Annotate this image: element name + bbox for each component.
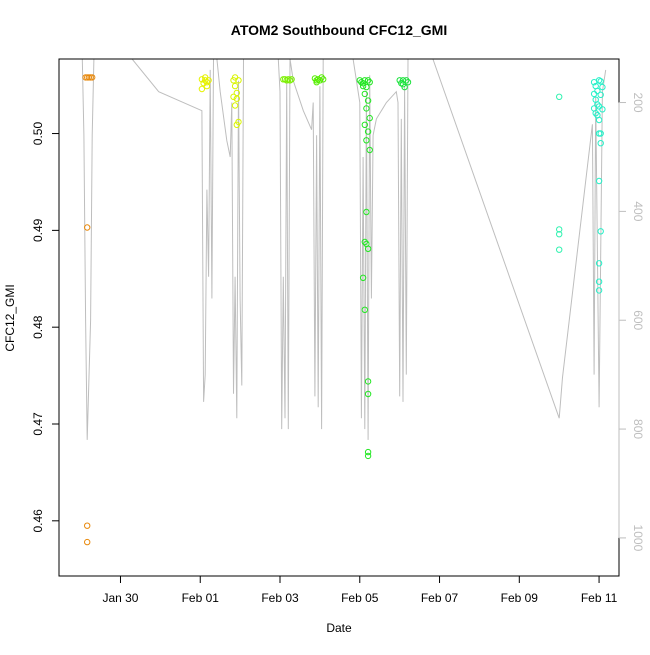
data-point-79 xyxy=(590,90,598,98)
data-point-19 xyxy=(230,93,237,101)
data-point-50 xyxy=(366,114,373,122)
data-point-89 xyxy=(599,106,606,113)
data-point-81 xyxy=(594,101,601,108)
data-point-94 xyxy=(597,140,604,147)
x-axis: Jan 30 Feb 01 Feb 03 Feb 05 Feb 07 Feb 09 Feb … xyxy=(102,575,618,605)
pressure-line-0 xyxy=(81,58,607,440)
data-point-8 xyxy=(198,76,206,83)
x-tick-label: Jan 30 xyxy=(102,591,138,605)
plot-frame xyxy=(58,58,620,577)
y2-tick-label: 200 xyxy=(631,93,645,113)
data-point-55 xyxy=(363,208,370,216)
data-point-96 xyxy=(597,228,604,235)
chart-title: ATOM2 Southbound CFC12_GMI xyxy=(231,22,447,38)
data-point-43 xyxy=(363,83,370,91)
y2-tick-label: 400 xyxy=(631,201,645,221)
secondary-y-axis: 200 400 600 800 1000 xyxy=(618,93,645,552)
x-tick-label: Feb 03 xyxy=(261,591,299,605)
data-point-25 xyxy=(231,74,239,81)
data-point-53 xyxy=(363,137,370,144)
data-point-64 xyxy=(364,452,372,460)
data-point-59 xyxy=(359,274,367,281)
x-tick-label: Feb 11 xyxy=(581,591,618,605)
data-point-21 xyxy=(233,95,241,102)
y-tick-label: 0.47 xyxy=(31,412,45,436)
data-point-86 xyxy=(599,83,606,91)
x-tick-label: Feb 05 xyxy=(341,591,379,605)
data-point-69 xyxy=(403,77,410,84)
data-point-46 xyxy=(359,80,367,87)
data-point-74 xyxy=(556,231,563,238)
data-point-72 xyxy=(556,93,563,101)
data-point-38 xyxy=(313,77,320,84)
data-point-97 xyxy=(595,260,603,267)
data-point-15 xyxy=(203,79,211,86)
y-axis-label: CFC12_GMI xyxy=(3,284,17,351)
data-point-20 xyxy=(231,102,239,109)
data-point-95 xyxy=(595,177,603,185)
y-tick-label: 0.50 xyxy=(31,122,45,146)
data-point-37 xyxy=(320,76,327,83)
data-point-10 xyxy=(202,77,209,84)
data-point-91 xyxy=(595,116,603,124)
data-point-17 xyxy=(231,82,239,90)
data-point-47 xyxy=(361,90,368,98)
y-tick-label: 0.49 xyxy=(31,218,45,242)
data-point-6 xyxy=(84,522,91,529)
data-point-4 xyxy=(89,74,96,81)
y-axis: 0.46 0.47 0.48 0.49 0.50 xyxy=(31,122,60,533)
y2-tick-label: 800 xyxy=(631,419,645,439)
data-point-60 xyxy=(361,306,368,313)
data-point-31 xyxy=(288,76,295,83)
data-point-56 xyxy=(361,238,368,246)
data-point-7 xyxy=(84,538,91,546)
data-point-23 xyxy=(233,121,241,129)
data-point-44 xyxy=(364,77,372,84)
data-point-45 xyxy=(366,79,373,86)
data-point-5 xyxy=(84,224,91,231)
data-point-87 xyxy=(597,91,604,99)
data-point-51 xyxy=(361,121,368,129)
data-point-62 xyxy=(364,390,372,398)
data-point-71 xyxy=(399,81,407,88)
x-tick-label: Feb 07 xyxy=(421,591,459,605)
data-point-48 xyxy=(364,97,372,104)
line-layer xyxy=(81,58,607,440)
x-axis-label: Date xyxy=(326,621,352,635)
y-tick-label: 0.46 xyxy=(31,509,45,533)
x-tick-label: Feb 09 xyxy=(501,591,539,605)
data-point-63 xyxy=(364,448,372,456)
data-point-75 xyxy=(556,246,563,253)
data-point-54 xyxy=(366,146,373,154)
data-point-61 xyxy=(364,378,372,385)
x-tick-label: Feb 01 xyxy=(182,591,220,605)
data-point-13 xyxy=(198,85,206,93)
data-point-11 xyxy=(203,82,211,90)
point-layer xyxy=(82,74,606,546)
data-point-98 xyxy=(595,278,603,285)
data-point-99 xyxy=(595,287,603,294)
data-point-36 xyxy=(318,74,325,81)
data-point-49 xyxy=(363,105,370,112)
data-point-41 xyxy=(359,82,367,90)
data-point-83 xyxy=(592,110,599,117)
y2-tick-label: 600 xyxy=(631,310,645,330)
data-point-52 xyxy=(364,128,372,135)
data-point-85 xyxy=(597,78,604,85)
data-point-58 xyxy=(364,245,372,253)
y2-tick-label: 1000 xyxy=(631,525,645,552)
data-point-93 xyxy=(597,130,604,137)
y-tick-label: 0.48 xyxy=(31,315,45,339)
data-point-73 xyxy=(556,226,563,233)
